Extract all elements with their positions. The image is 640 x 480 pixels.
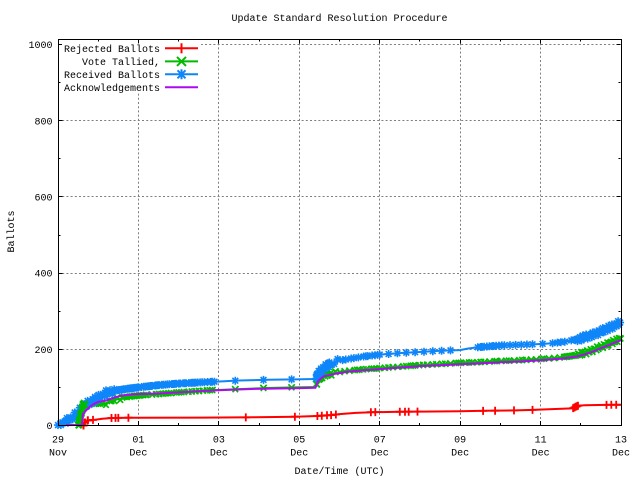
svg-text:Ballots: Ballots bbox=[6, 210, 18, 252]
svg-text:11: 11 bbox=[535, 436, 547, 447]
svg-text:03: 03 bbox=[213, 436, 225, 447]
svg-text:Nov: Nov bbox=[49, 449, 67, 460]
svg-text:Dec: Dec bbox=[371, 449, 389, 460]
svg-text:Vote Tallied,: Vote Tallied, bbox=[82, 57, 160, 69]
svg-text:800: 800 bbox=[34, 117, 52, 128]
svg-text:29: 29 bbox=[52, 436, 64, 447]
svg-text:Acknowledgements: Acknowledgements bbox=[64, 83, 160, 95]
svg-text:Dec: Dec bbox=[612, 449, 630, 460]
svg-text:07: 07 bbox=[374, 436, 386, 447]
svg-text:Update Standard Resolution Pro: Update Standard Resolution Procedure bbox=[231, 13, 447, 25]
svg-text:Dec: Dec bbox=[451, 449, 469, 460]
svg-text:400: 400 bbox=[34, 270, 52, 281]
svg-text:0: 0 bbox=[46, 422, 52, 433]
svg-text:Dec: Dec bbox=[532, 449, 550, 460]
svg-text:13: 13 bbox=[615, 436, 627, 447]
svg-text:Received Ballots: Received Ballots bbox=[64, 70, 160, 82]
svg-text:Dec: Dec bbox=[210, 449, 228, 460]
svg-text:Rejected Ballots: Rejected Ballots bbox=[64, 44, 160, 56]
svg-text:Date/Time (UTC): Date/Time (UTC) bbox=[294, 466, 384, 478]
svg-text:Dec: Dec bbox=[129, 449, 147, 460]
svg-text:09: 09 bbox=[454, 436, 466, 447]
svg-text:Dec: Dec bbox=[290, 449, 308, 460]
svg-text:200: 200 bbox=[34, 346, 52, 357]
svg-text:01: 01 bbox=[132, 436, 144, 447]
svg-text:05: 05 bbox=[293, 436, 305, 447]
svg-text:600: 600 bbox=[34, 194, 52, 205]
svg-text:1000: 1000 bbox=[28, 41, 52, 52]
